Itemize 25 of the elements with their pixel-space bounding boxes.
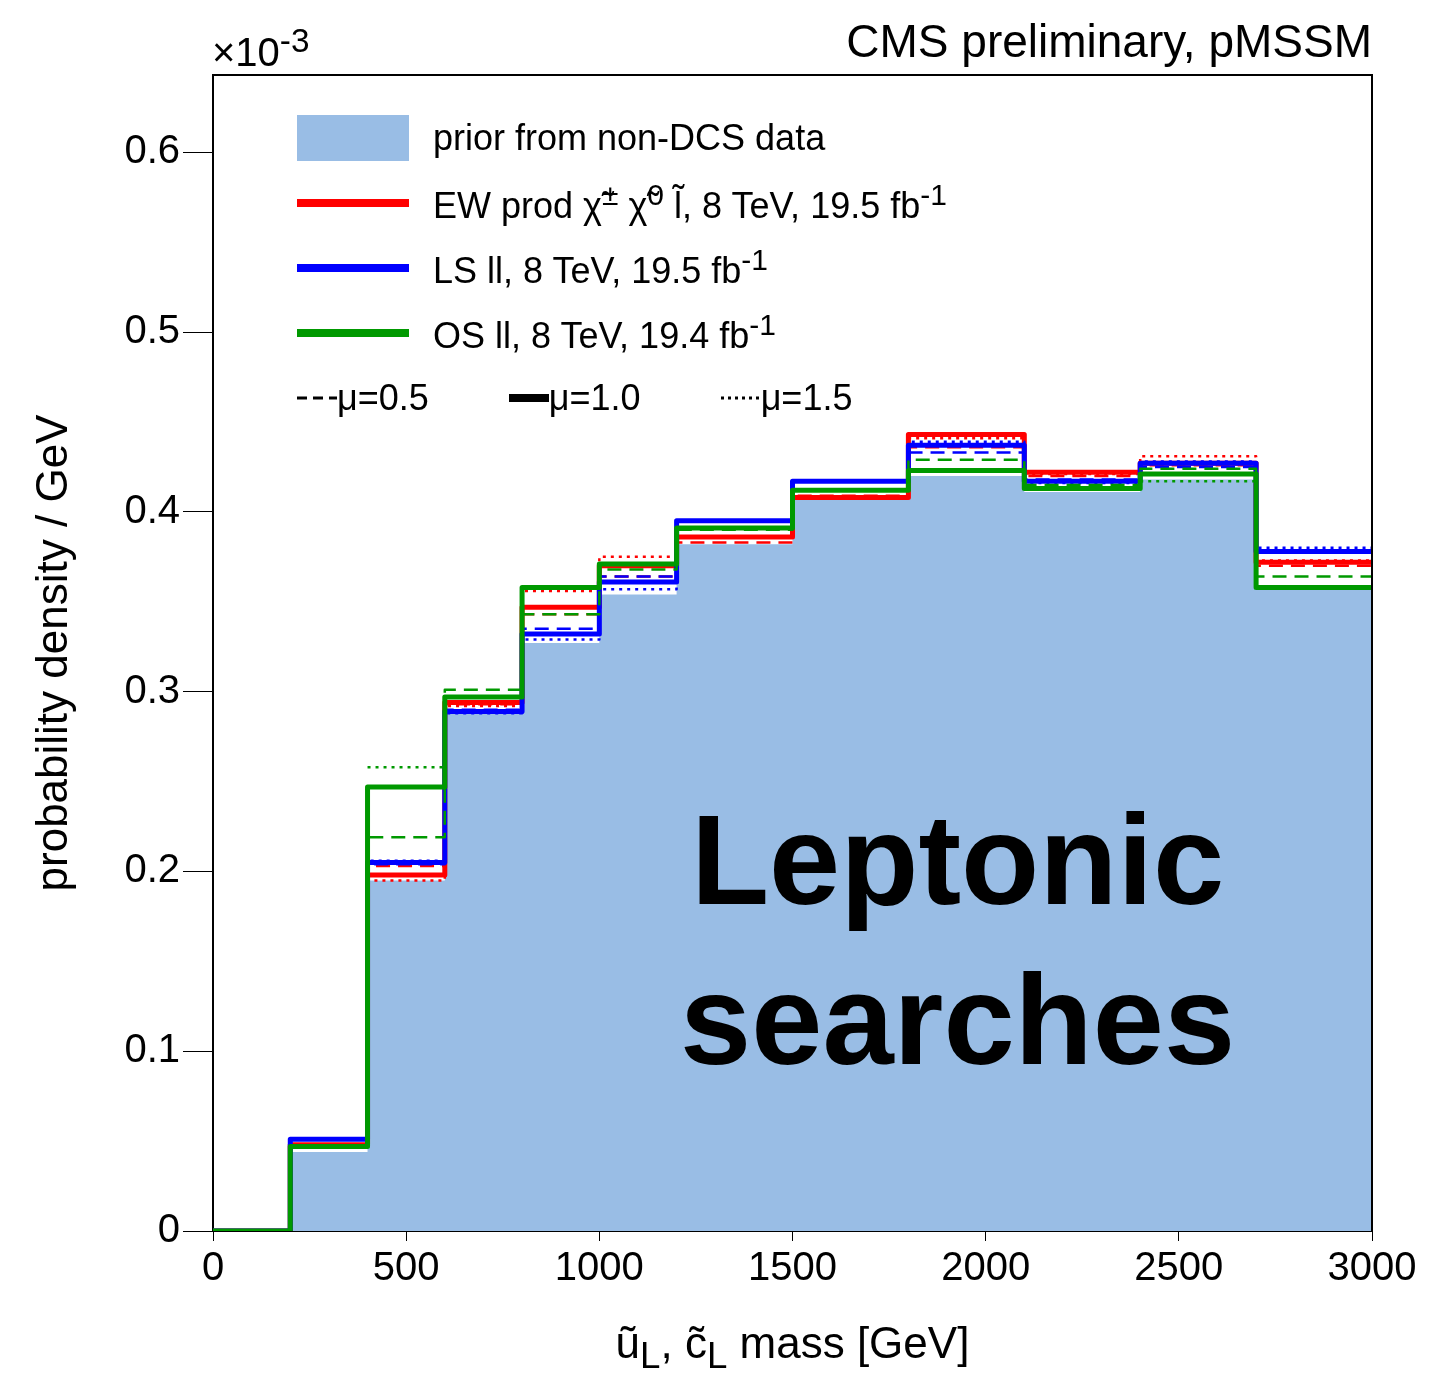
annotation: μ=1.5 [760, 376, 853, 419]
y-tick-label: 0.2 [124, 846, 180, 891]
legend-label: LS ll, 8 TeV, 19.5 fb$^{-1}$ [433, 243, 768, 292]
x-tick-label: 3000 [1327, 1244, 1417, 1289]
x-tick-label: 1000 [554, 1244, 644, 1289]
y-tick-label: 0 [157, 1206, 180, 1251]
x-tick-label: 0 [201, 1244, 225, 1289]
y-tick-label: 0.1 [124, 1026, 180, 1071]
y-tick-label: 0.4 [124, 486, 180, 531]
annotation: Leptonic searches [680, 787, 1236, 1093]
annotation: μ=0.5 [337, 376, 429, 419]
y-tick-label: 0.5 [124, 307, 180, 352]
x-axis-title: ũ$_{L}$, c̃$_{L}$ mass [GeV] [614, 1318, 971, 1377]
annotation: ×10$^{-3}$ [212, 22, 310, 76]
x-tick-label: 1500 [748, 1244, 837, 1289]
y-tick-label: 0.3 [124, 666, 180, 711]
chart-title: CMS preliminary, pMSSM [846, 14, 1372, 68]
x-tick-label: 2000 [941, 1244, 1031, 1289]
y-axis-title: probability density / GeV [27, 414, 77, 892]
legend-label: prior from non-DCS data [433, 116, 826, 159]
annotation: μ=1.0 [548, 376, 641, 419]
x-tick-label: 2500 [1134, 1244, 1224, 1289]
legend-label: OS ll, 8 TeV, 19.4 fb$^{-1}$ [433, 308, 776, 357]
y-tick-label: 0.6 [124, 127, 180, 172]
x-tick-label: 500 [372, 1244, 440, 1289]
